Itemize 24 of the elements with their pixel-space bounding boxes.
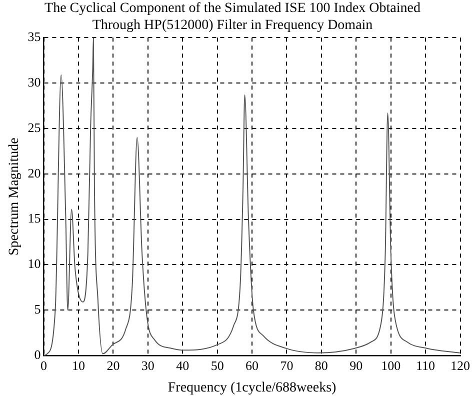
y-tick-label: 5 bbox=[34, 302, 41, 317]
x-axis-title: Frequency (1cycle/688weeks) bbox=[168, 380, 337, 396]
y-tick-label: 35 bbox=[28, 29, 41, 44]
y-tick-label: 30 bbox=[28, 74, 41, 90]
x-tick-label: 10 bbox=[72, 358, 86, 373]
y-tick-label: 25 bbox=[28, 120, 41, 135]
y-tick-label: 0 bbox=[34, 347, 41, 362]
x-tick-label: 30 bbox=[141, 358, 154, 373]
x-tick-label: 70 bbox=[280, 358, 294, 373]
x-tick-label: 120 bbox=[450, 358, 470, 373]
x-tick-label: 80 bbox=[314, 358, 328, 373]
x-tick-label: 50 bbox=[210, 358, 224, 373]
line-series bbox=[44, 38, 460, 356]
y-axis-title: Spectrum Magnitude bbox=[7, 138, 22, 256]
x-tick-label: 90 bbox=[350, 358, 363, 373]
y-tick-label: 10 bbox=[28, 256, 41, 272]
y-tick-label: 20 bbox=[28, 165, 41, 180]
y-tick-label: 15 bbox=[28, 210, 41, 226]
chart-title: The Cyclical Component of the Simulated ISE 100 Index Obtained Through HP(512000) Filter in Frequency Domain bbox=[44, 1, 420, 33]
x-tick-label: 110 bbox=[416, 358, 436, 373]
x-tick-label: 20 bbox=[106, 358, 120, 373]
x-tick-label: 60 bbox=[246, 358, 259, 373]
x-tick-label: 100 bbox=[381, 358, 401, 373]
x-tick-label: 40 bbox=[176, 358, 190, 373]
